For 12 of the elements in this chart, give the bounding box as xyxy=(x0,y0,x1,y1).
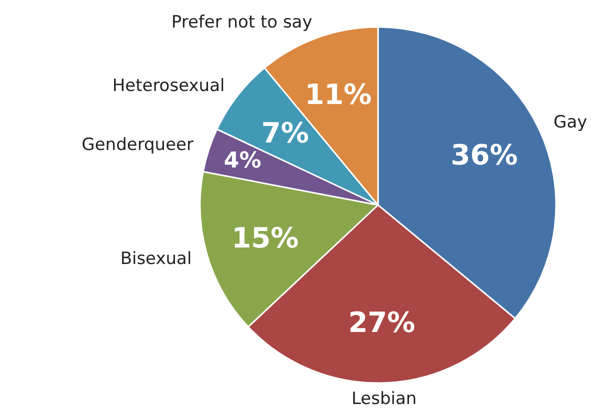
data-label: 27% xyxy=(348,306,416,339)
slice-label: Heterosexual xyxy=(112,76,225,96)
slice-label: Genderqueer xyxy=(82,135,194,156)
data-label: 11% xyxy=(304,78,372,111)
data-label: 36% xyxy=(450,138,518,172)
data-label: 4% xyxy=(224,148,262,174)
data-label: 15% xyxy=(232,221,299,254)
slice-label: Prefer not to say xyxy=(171,12,312,32)
data-label: 7% xyxy=(261,116,309,150)
slice-label: Gay xyxy=(554,112,588,132)
slice-label: Lesbian xyxy=(351,388,417,409)
slice-label: Bisexual xyxy=(120,249,192,270)
